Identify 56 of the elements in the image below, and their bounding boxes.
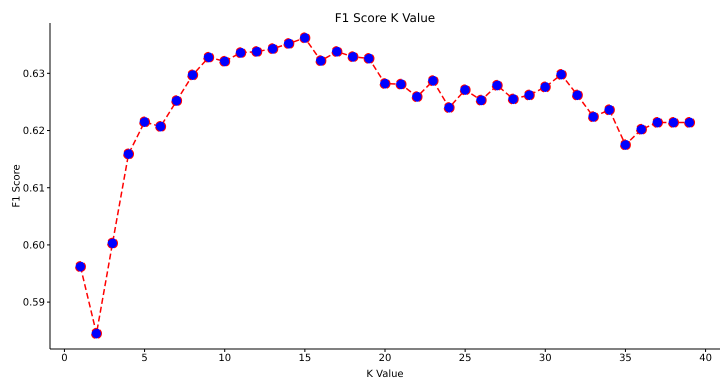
x-tick-label: 15 [298,353,312,364]
point [396,78,407,90]
point [90,328,102,340]
point [508,94,519,105]
point [171,95,182,106]
point [572,90,583,101]
point [155,121,166,132]
x-tick-label: 20 [378,353,392,364]
y-tick-label: 0.62 [22,126,45,138]
point [588,111,599,122]
point [315,55,326,66]
point [524,90,535,101]
x-tick-label: 0 [61,353,68,364]
point [363,52,374,64]
point [283,38,294,50]
point [380,78,390,90]
point [460,84,471,96]
y-tick-label: 0.60 [22,240,45,252]
point [251,46,262,58]
x-tick-label: 5 [141,353,148,364]
point [107,238,118,249]
point [123,148,134,160]
point [652,117,663,128]
point [139,116,150,128]
x-tick-label: 35 [619,353,632,364]
x-tick-label: 40 [699,353,712,364]
point [556,68,567,80]
point [299,32,310,44]
point [428,75,439,86]
chart-title: F1 Score K Value [334,11,436,25]
y-tick-label: 0.59 [22,298,45,309]
y-tick-label: 0.61 [22,183,45,194]
y-tick-label: 0.63 [22,68,45,80]
point [620,139,631,150]
point [412,91,423,102]
point [668,117,680,128]
x-tick-label: 30 [538,353,552,364]
x-tick-label: 25 [458,353,472,364]
point [235,47,246,58]
point [636,124,647,135]
point [267,43,278,54]
point [444,102,455,114]
point [74,261,86,272]
point [684,117,696,128]
point [347,51,358,62]
y-axis-title: F1 Score [12,164,22,208]
point [476,94,487,106]
point [331,46,342,58]
point [540,82,551,93]
x-axis-title: K Value [366,369,404,380]
point [604,104,615,116]
point [219,56,230,67]
point [187,70,198,81]
point [492,80,503,91]
point [203,52,214,63]
x-tick-label: 10 [218,353,232,364]
